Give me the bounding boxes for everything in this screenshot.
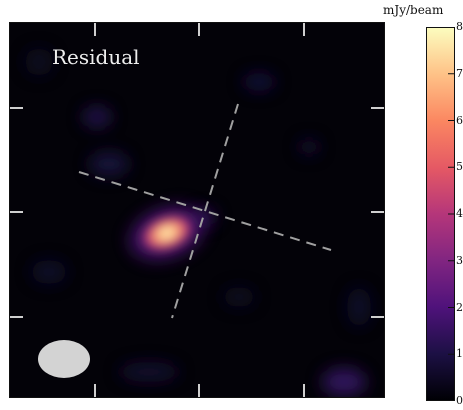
map-canvas [9,22,385,398]
colorbar-tick-label: 8 [456,20,463,33]
beam-ellipse [38,340,90,378]
residual-map [9,22,385,398]
colorbar-tick-label: 0 [456,394,463,407]
colorbar-tick-label: 3 [456,253,463,267]
colorbar-tick-label: 7 [456,66,463,80]
colorbar-tick-label: 2 [456,300,463,314]
colorbar-tick-label: 4 [456,207,463,220]
colorbar-unit-label: mJy/beam [383,3,444,17]
dashed-major-axis [78,171,332,251]
dashed-minor-axis [171,103,239,319]
colorbar-tick-label: 1 [456,347,463,361]
colorbar-tick-label: 5 [456,160,463,174]
colorbar [426,27,455,401]
panel-label: Residual [52,45,140,69]
colorbar-tick-label: 6 [456,113,463,127]
residual-source [128,204,206,262]
axis-ticks [9,22,385,398]
colorbar-gradient [426,27,455,401]
